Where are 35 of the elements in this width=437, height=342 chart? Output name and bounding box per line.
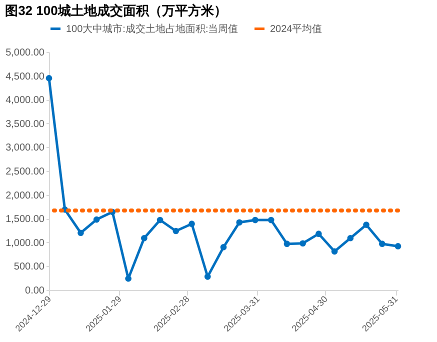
point (46, 75, 52, 82)
point (220, 244, 227, 250)
legend-label: 100大中城市:成交土地占地面积:当周值 (66, 22, 238, 35)
point (331, 248, 338, 255)
y-tick-label: 1,000.00 (6, 238, 45, 249)
point (188, 220, 195, 227)
point (93, 216, 100, 223)
point (284, 240, 290, 247)
y-tick-label: 4,500.00 (6, 71, 45, 82)
point (252, 216, 258, 224)
point (268, 216, 274, 224)
y-tick-label: 3,000.00 (6, 142, 45, 154)
point (204, 274, 211, 280)
point (363, 222, 370, 228)
y-tick-label: 3,500.00 (6, 118, 45, 130)
y-tick-label: 5,000.00 (6, 48, 45, 58)
legend-label: 2024平均值 (270, 22, 322, 35)
chart-title: 图32 100城土地成交面积（万平方米） (5, 3, 227, 18)
point (394, 243, 402, 250)
y-tick-label: 2,000.00 (6, 190, 45, 202)
point (141, 234, 148, 242)
point (347, 234, 354, 242)
point (316, 230, 322, 237)
point (156, 216, 164, 224)
point (78, 230, 84, 236)
point (236, 219, 243, 226)
y-tick-label: 500.00 (14, 262, 45, 273)
point (125, 275, 132, 282)
point (378, 240, 386, 247)
y-tick-label: 1,500.00 (6, 214, 45, 226)
point (300, 240, 306, 247)
y-tick-label: 4,000.00 (6, 95, 45, 106)
y-tick-label: 0.00 (25, 286, 45, 296)
y-tick-label: 2,500.00 (6, 166, 45, 178)
point (172, 228, 180, 234)
